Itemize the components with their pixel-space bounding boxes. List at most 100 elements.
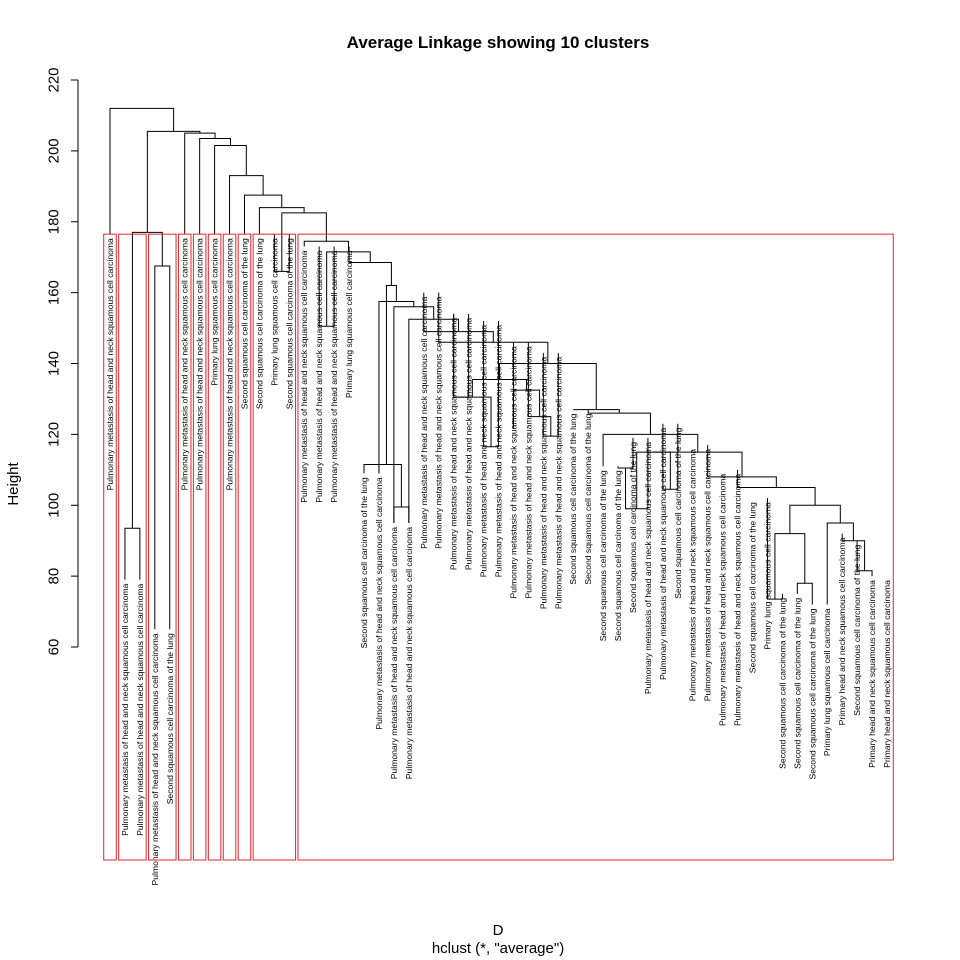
cluster-box — [148, 233, 177, 861]
leaf-label: Pulmonary metastasis of head and neck sq… — [538, 357, 548, 609]
leaf-label: Pulmonary metastasis of head and neck sq… — [419, 296, 429, 548]
leaf-label: Primary lung squamous cell carcinoma — [762, 502, 772, 650]
dendrogram-branch — [229, 175, 264, 235]
dendrogram-branch — [154, 265, 171, 630]
leaf-label: Second squamous cell carcinoma of the lu… — [583, 413, 593, 584]
leaf-label: Primary lung squamous cell carcinoma — [822, 608, 832, 756]
leaf-label: Pulmonary metastasis of head and neck sq… — [508, 346, 518, 598]
leaf-label: Second squamous cell carcinoma of the lu… — [852, 544, 862, 715]
leaf-label: Second squamous cell carcinoma of the lu… — [568, 413, 578, 584]
leaf-label: Pulmonary metastasis of head and neck sq… — [434, 296, 444, 548]
cluster-box — [103, 233, 117, 861]
dendrogram-branch — [789, 504, 841, 534]
cluster-box — [177, 233, 192, 861]
dendrogram-branch — [326, 251, 371, 327]
leaf-label: Pulmonary metastasis of head and neck sq… — [479, 325, 489, 577]
cluster-box — [118, 233, 147, 861]
leaf-label: Second squamous cell carcinoma of the lu… — [598, 470, 608, 641]
dendrogram-branch — [371, 463, 402, 508]
dendrogram-branch — [393, 506, 410, 523]
dendrogram-branch — [109, 107, 175, 235]
leaf-label: Pulmonary metastasis of head and neck sq… — [105, 238, 115, 490]
leaf-label: Second squamous cell carcinoma of the lu… — [613, 470, 623, 641]
dendrogram-branch — [318, 246, 335, 327]
leaf-label: Pulmonary metastasis of head and neck sq… — [658, 428, 668, 680]
leaf-label: Pulmonary metastasis of head and neck sq… — [404, 527, 414, 779]
leaf-label: Second squamous cell carcinoma of the lu… — [673, 428, 683, 599]
leaf-label: Pulmonary metastasis of head and neck sq… — [150, 633, 160, 885]
y-tick-label: 200 — [46, 138, 63, 163]
leaf-label: Pulmonary metastasis of head and neck sq… — [494, 325, 504, 577]
cluster-box — [237, 233, 252, 861]
leaf-label: Pulmonary metastasis of head and neck sq… — [225, 238, 235, 490]
leaf-label: Pulmonary metastasis of head and neck sq… — [135, 583, 145, 835]
leaf-label: Pulmonary metastasis of head and neck sq… — [733, 474, 743, 726]
leaf-label: Pulmonary metastasis of head and neck sq… — [464, 318, 474, 570]
leaf-label: Primary head and neck squamous cell carc… — [867, 580, 877, 768]
y-tick-label: 120 — [46, 422, 63, 447]
dendrogram-branch — [281, 212, 327, 272]
leaf-label: Primary lung squamous cell carcinoma — [210, 238, 220, 386]
leaf-label: Primary head and neck squamous cell carc… — [882, 580, 892, 768]
leaf-label: Second squamous cell carcinoma of the lu… — [748, 502, 758, 673]
leaf-label: Second squamous cell carcinoma of the lu… — [359, 477, 369, 648]
leaf-labels: Pulmonary metastasis of head and neck sq… — [105, 238, 892, 886]
cluster-box — [297, 233, 894, 861]
cluster-boxes — [103, 233, 894, 861]
dendrogram-branch — [796, 582, 813, 605]
leaf-label: Pulmonary metastasis of head and neck sq… — [523, 346, 533, 598]
leaf-label: Primary lung squamous cell carcinoma — [269, 238, 279, 386]
y-tick-label: 80 — [46, 568, 63, 585]
cluster-box — [192, 233, 207, 861]
dendrogram-branch — [625, 437, 649, 510]
cluster-box — [207, 233, 222, 861]
y-axis: 60 80 100 120 140 160 180 200 220 — [46, 67, 79, 655]
leaf-label: Pulmonary metastasis of head and neck sq… — [180, 238, 190, 490]
cluster-box — [252, 233, 297, 861]
leaf-label: Pulmonary metastasis of head and neck sq… — [299, 250, 309, 502]
leaf-label: Second squamous cell carcinoma of the lu… — [807, 608, 817, 779]
y-axis-label: Height — [5, 461, 22, 505]
dendrogram-branch — [841, 533, 866, 571]
dendrogram-branch — [243, 194, 283, 235]
leaf-label: Second squamous cell carcinoma of the lu… — [254, 238, 264, 409]
leaf-label: Pulmonary metastasis of head and neck sq… — [718, 474, 728, 726]
y-tick-label: 100 — [46, 493, 63, 518]
leaf-label: Pulmonary metastasis of head and neck sq… — [374, 477, 384, 729]
dendrogram-branch — [573, 409, 620, 414]
x-axis-label: D — [493, 922, 504, 939]
dendrogram-branch — [363, 463, 380, 474]
leaf-label: Primary lung squamous cell carcinoma — [344, 250, 354, 398]
dendrogram-branches — [109, 107, 873, 630]
y-tick-label: 180 — [46, 209, 63, 234]
dendrogram-branch — [453, 313, 492, 447]
y-tick-label: 220 — [46, 67, 63, 92]
cluster-box — [222, 233, 237, 861]
chart-title: Average Linkage showing 10 clusters — [347, 33, 650, 52]
x-axis-sublabel: hclust (*, "average") — [432, 940, 564, 957]
leaf-label: Pulmonary metastasis of head and neck sq… — [703, 449, 713, 701]
dendrogram-branch — [826, 522, 854, 605]
leaf-label: Pulmonary metastasis of head and neck sq… — [688, 449, 698, 701]
leaf-label: Pulmonary metastasis of head and neck sq… — [195, 238, 205, 490]
leaf-label: Pulmonary metastasis of head and neck sq… — [120, 583, 130, 835]
dendrogram-branch — [303, 240, 349, 252]
dendrogram-branch — [124, 527, 141, 580]
dendrogram-branch — [214, 145, 247, 235]
leaf-label: Pulmonary metastasis of head and neck sq… — [553, 357, 563, 609]
dendrogram-branch — [653, 451, 743, 477]
dendrogram-branch — [774, 533, 806, 600]
dendrogram-branch — [146, 130, 201, 233]
dendrogram-branch — [471, 378, 528, 398]
leaf-label: Pulmonary metastasis of head and neck sq… — [643, 442, 653, 694]
leaf-label: Second squamous cell carcinoma of the lu… — [284, 238, 294, 409]
leaf-label: Second squamous cell carcinoma of the lu… — [792, 598, 802, 769]
leaf-label: Primary head and neck squamous cell carc… — [837, 537, 847, 725]
leaf-label: Pulmonary metastasis of head and neck sq… — [314, 250, 324, 502]
leaf-label: Pulmonary metastasis of head and neck sq… — [449, 318, 459, 570]
leaf-label: Pulmonary metastasis of head and neck sq… — [389, 527, 399, 779]
y-tick-label: 60 — [46, 639, 63, 656]
y-tick-label: 140 — [46, 351, 63, 376]
dendrogram-branch — [587, 409, 651, 435]
